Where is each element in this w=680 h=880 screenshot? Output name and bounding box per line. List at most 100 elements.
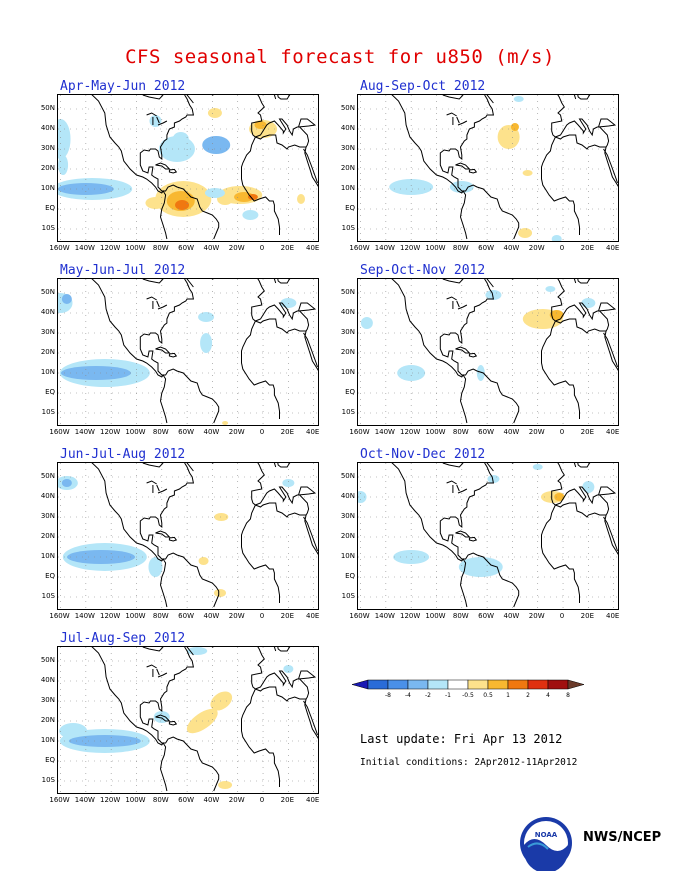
anomaly-contour xyxy=(481,563,498,571)
anomaly-contour xyxy=(60,366,131,380)
anomaly-contour xyxy=(532,464,543,470)
coastline xyxy=(551,95,610,148)
lon-tick-label: 140W xyxy=(74,428,95,436)
lake-outline xyxy=(456,300,460,308)
colorbar: -8 -4 -2 -1 -0.5 0.5 1 2 4 8 xyxy=(352,679,585,699)
colorbar-tick-label: 2 xyxy=(526,692,530,699)
anomaly-contour xyxy=(254,121,267,129)
map-plot xyxy=(358,463,618,609)
anomaly-contour xyxy=(218,781,233,789)
lat-tick-label: 20N xyxy=(40,716,55,724)
coastline xyxy=(241,318,307,419)
anomaly-contour xyxy=(297,194,306,204)
panel-title: Jul-Aug-Sep 2012 xyxy=(60,631,186,646)
lat-tick-label: 40N xyxy=(40,492,55,500)
coastline xyxy=(241,502,307,603)
lon-tick-label: 120W xyxy=(100,428,121,436)
coastline xyxy=(603,332,618,368)
lon-tick-label: 140W xyxy=(374,612,395,620)
anomaly-contour xyxy=(145,197,166,209)
lon-tick-label: 100W xyxy=(125,612,146,620)
anomaly-contour xyxy=(485,290,502,300)
lon-tick-label: 20E xyxy=(580,244,595,252)
anomaly-contour xyxy=(397,365,426,381)
coastline xyxy=(455,162,471,170)
lake-outline xyxy=(156,116,160,124)
lake-outline xyxy=(156,300,160,308)
lon-tick-label: 160W xyxy=(49,796,70,804)
lake-outline xyxy=(446,112,457,117)
coastline xyxy=(455,346,471,354)
colorbar-tick-label: -2 xyxy=(425,692,431,699)
coastline xyxy=(442,95,464,100)
coastline xyxy=(155,346,171,354)
coastline xyxy=(439,157,520,240)
anomaly-contour xyxy=(149,115,162,127)
coastline xyxy=(251,463,310,516)
lat-tick-label: 40N xyxy=(40,676,55,684)
coastline xyxy=(277,95,291,100)
colorbar-tick-label: 8 xyxy=(566,692,570,699)
lon-tick-label: 40W xyxy=(503,428,520,436)
coastline xyxy=(573,279,577,284)
anomaly-contour xyxy=(458,557,503,577)
lat-tick-label: 30N xyxy=(340,512,355,520)
lon-tick-label: 80W xyxy=(452,428,469,436)
lon-tick-label: 40W xyxy=(203,244,220,252)
lake-outline xyxy=(146,480,157,485)
coastline xyxy=(142,279,164,284)
colorbar-tick-label: -4 xyxy=(405,692,411,699)
lat-tick-label: 20N xyxy=(340,164,355,172)
lat-tick-label: EQ xyxy=(45,756,55,764)
lat-tick-label: 10N xyxy=(340,552,355,560)
lat-tick-label: 30N xyxy=(340,144,355,152)
anomaly-contour xyxy=(360,317,373,329)
anomaly-contour xyxy=(68,735,141,747)
forecast-map-panel xyxy=(57,462,319,610)
anomaly-contour xyxy=(247,194,258,200)
lon-tick-label: 140W xyxy=(374,244,395,252)
lon-tick-label: 100W xyxy=(125,796,146,804)
lat-tick-label: 10S xyxy=(341,592,355,600)
lon-tick-label: 80W xyxy=(152,612,169,620)
coastline xyxy=(551,463,610,516)
anomaly-contour xyxy=(389,179,434,195)
colorbar-tick-label: 0.5 xyxy=(483,692,493,699)
lat-tick-label: 10N xyxy=(340,368,355,376)
lat-tick-label: 10S xyxy=(41,592,55,600)
lon-tick-label: 100W xyxy=(125,244,146,252)
lat-tick-label: 10S xyxy=(341,408,355,416)
lon-tick-label: 40E xyxy=(605,612,620,620)
colorbar-tick-label: -8 xyxy=(385,692,391,699)
coastline xyxy=(304,698,318,739)
initial-conditions-text: Initial conditions: 2Apr2012-11Apr2012 xyxy=(360,757,578,768)
svg-text:NOAA: NOAA xyxy=(535,831,558,839)
anomaly-contour xyxy=(214,513,229,521)
forecast-map-panel xyxy=(57,278,319,426)
lon-tick-label: 20W xyxy=(228,796,245,804)
lat-tick-label: 20N xyxy=(40,348,55,356)
colorbar-swatch xyxy=(487,679,509,690)
lat-tick-label: 10S xyxy=(41,776,55,784)
coastline xyxy=(551,279,610,332)
lat-tick-label: 10S xyxy=(341,224,355,232)
anomaly-contour xyxy=(358,491,367,503)
coastline xyxy=(155,162,171,170)
coastline xyxy=(468,536,478,542)
lon-tick-label: 40W xyxy=(203,428,220,436)
forecast-map-panel xyxy=(357,278,619,426)
coastline xyxy=(391,279,468,424)
colorbar-arrow-high xyxy=(567,679,585,690)
coastline xyxy=(168,168,178,174)
lon-tick-label: 80W xyxy=(452,612,469,620)
lon-tick-label: 60W xyxy=(178,244,195,252)
lon-tick-label: 140W xyxy=(74,244,95,252)
lat-tick-label: 20N xyxy=(40,164,55,172)
coastline xyxy=(186,463,194,472)
coastline xyxy=(186,279,194,288)
lon-tick-label: 60W xyxy=(478,244,495,252)
map-plot xyxy=(358,95,618,241)
coastline xyxy=(251,647,310,700)
coastline xyxy=(186,95,194,104)
lat-tick-label: 40N xyxy=(340,124,355,132)
